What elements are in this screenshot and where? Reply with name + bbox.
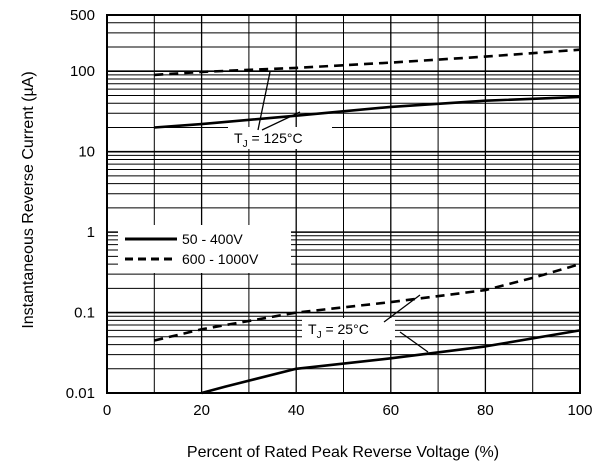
annotation-125c-box [228,127,332,149]
series-line-2 [154,262,581,342]
x-axis-label: Percent of Rated Peak Reverse Voltage (%… [187,444,499,461]
plot-border [106,14,581,394]
annotation-leader [257,71,271,131]
y-tick-label: 10 [78,144,95,161]
annotation-25c: TJ = 25°C [308,321,369,341]
x-tick-label: 100 [567,402,592,419]
y-tick-label: 0.01 [66,385,95,402]
y-tick-label: 1 [87,224,95,241]
tick-labels: 0 20 40 60 80 100 0.01 0.1 1 10 100 500 [66,7,593,419]
y-tick-label: 500 [70,7,95,24]
series-line-1 [154,95,581,129]
x-tick-label: 0 [103,402,111,419]
x-tick-label: 40 [288,402,305,419]
series-line-0 [154,48,581,77]
y-tick-label: 0.1 [74,305,95,322]
plot-frame [106,14,581,394]
legend-label: 600 - 1000V [182,251,259,267]
x-tick-label: 20 [193,402,210,419]
x-tick-label: 60 [382,402,399,419]
annotation-leader [399,331,429,353]
annotation-125c: TJ = 125°C [234,130,303,150]
annotation-leader [261,111,301,131]
y-axis-label: Instantaneous Reverse Current (µA) [20,71,37,328]
annotations: TJ = 125°C TJ = 25°C [228,71,429,353]
legend-label: 50 - 400V [182,231,243,247]
y-tick-label: 100 [70,63,95,80]
annotation-leader [383,294,421,323]
x-tick-label: 80 [477,402,494,419]
annotation-25c-box [302,318,395,340]
legend: 50 - 400V 600 - 1000V [118,225,291,273]
series-layer [154,48,581,395]
series-line-3 [201,329,581,395]
legend-box [118,225,291,273]
